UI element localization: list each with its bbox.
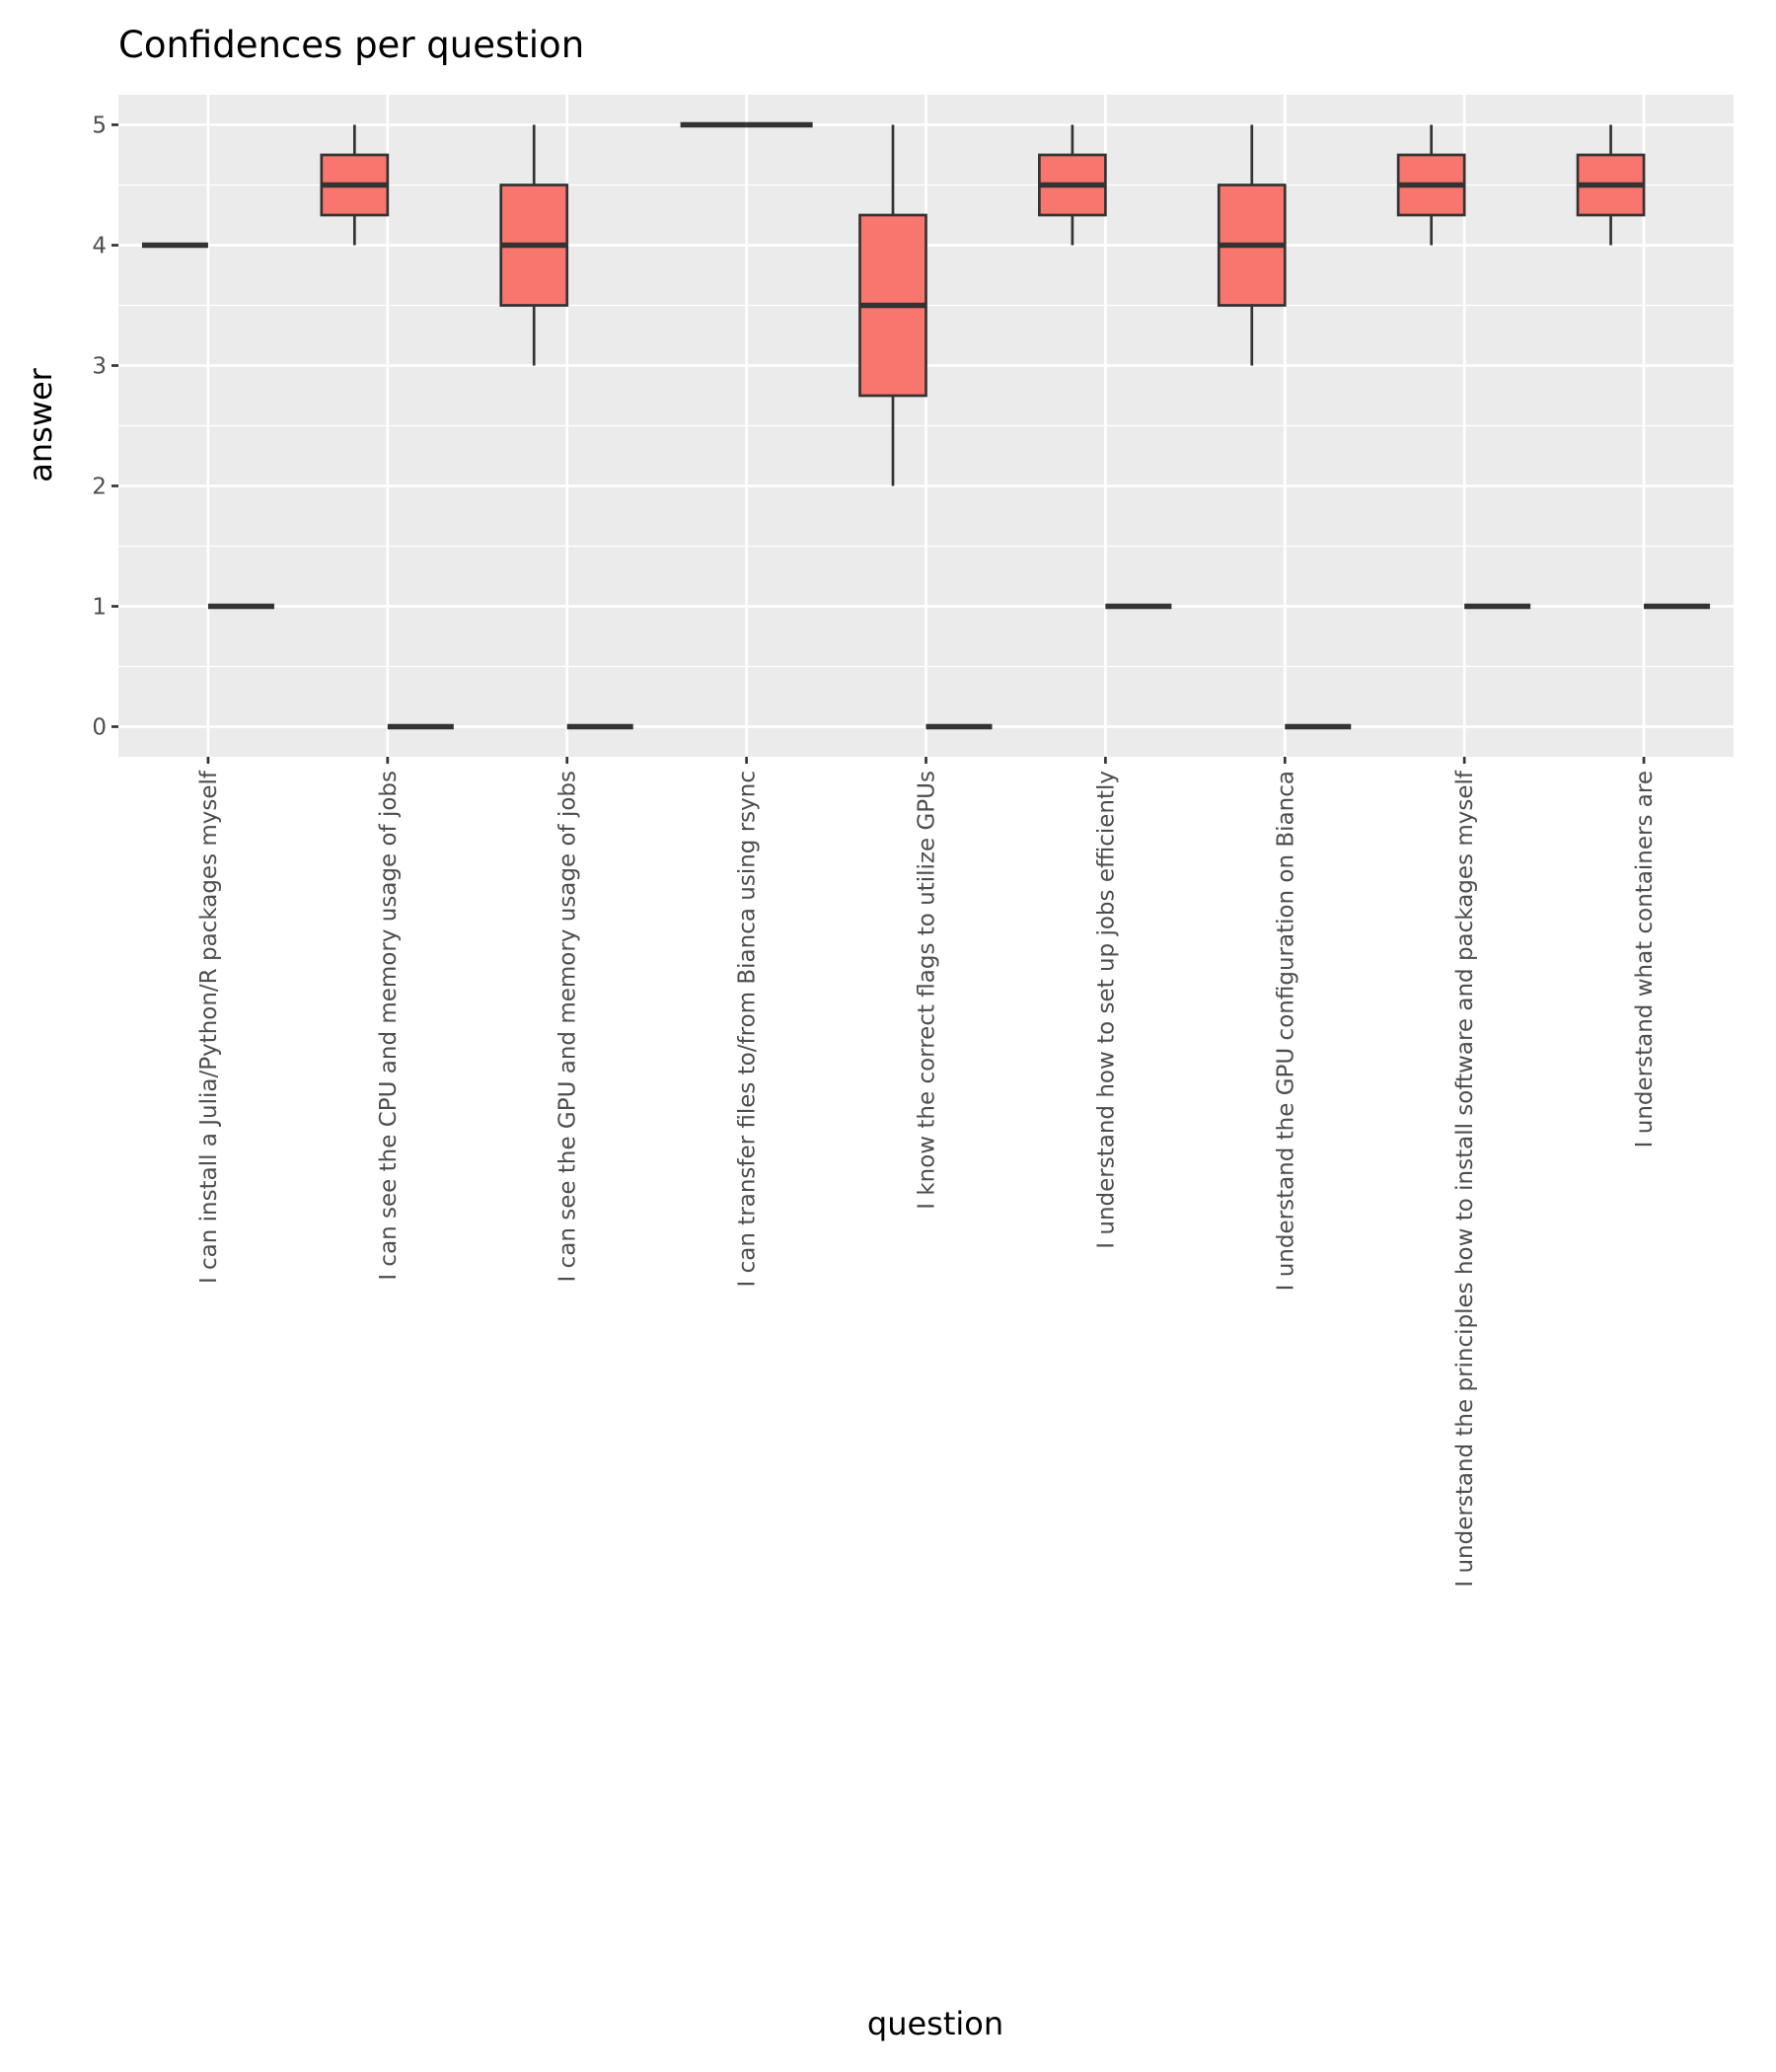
y-tick-label: 1 — [92, 595, 107, 621]
y-axis: 0 1 2 3 4 5 — [92, 113, 118, 741]
x-axis-title: question — [867, 2005, 1003, 2042]
y-tick-label: 5 — [92, 113, 107, 139]
x-tick-label: I know the correct flags to utilize GPUs — [915, 771, 940, 1210]
x-tick-label: I understand what containers are — [1632, 771, 1658, 1147]
x-tick-label: I understand the GPU configuration on Bi… — [1273, 771, 1298, 1291]
x-tick-label: I can install a Julia/Python/R packages … — [196, 770, 222, 1284]
boxes — [141, 121, 1711, 730]
box-1-8 — [1396, 124, 1466, 246]
x-tick-label: I can see the GPU and memory usage of jo… — [555, 771, 581, 1282]
y-tick-label: 0 — [92, 715, 107, 741]
y-tick-label: 2 — [92, 475, 107, 500]
x-tick-label: I understand how to set up jobs efficien… — [1093, 771, 1119, 1249]
box-1-5 — [858, 124, 927, 486]
chart-title: Confidences per question — [118, 24, 584, 66]
box-1-2 — [320, 124, 390, 246]
x-axis: I can install a Julia/Python/R packages … — [196, 757, 1658, 1588]
x-tick-label: I understand the principles how to insta… — [1452, 770, 1478, 1588]
x-tick-label: I can see the CPU and memory usage of jo… — [376, 771, 402, 1281]
y-tick-label: 3 — [92, 354, 107, 380]
box-1-7 — [1217, 124, 1287, 366]
box-1-9 — [1576, 124, 1646, 246]
box-1-3 — [499, 124, 569, 366]
y-axis-title: answer — [22, 367, 59, 481]
box-1-6 — [1038, 124, 1107, 246]
x-tick-label: I can transfer files to/from Bianca usin… — [735, 771, 761, 1287]
y-tick-label: 4 — [92, 234, 107, 259]
